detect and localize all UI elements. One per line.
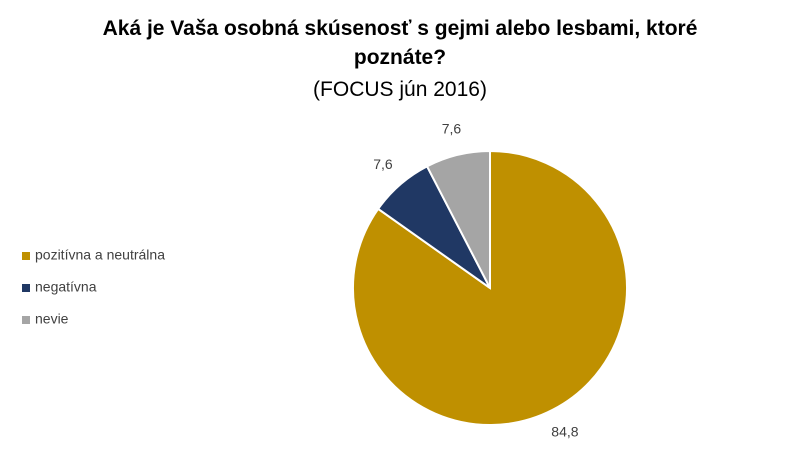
legend-swatch	[22, 284, 30, 292]
pie-slice	[425, 149, 491, 289]
data-label: 84,8	[551, 423, 578, 439]
data-label: 7,6	[442, 120, 462, 136]
chart-subtitle: (FOCUS jún 2016)	[313, 78, 487, 101]
data-label: 7,6	[373, 156, 393, 172]
chart-title: Aká je Vaša osobná skúsenosť s gejmi ale…	[102, 17, 698, 69]
legend-swatch	[22, 316, 30, 324]
legend-swatch	[22, 252, 30, 260]
legend-label: pozitívna a neutrálna	[35, 247, 165, 263]
legend-label: negatívna	[35, 279, 97, 295]
legend-label: nevie	[35, 311, 69, 327]
